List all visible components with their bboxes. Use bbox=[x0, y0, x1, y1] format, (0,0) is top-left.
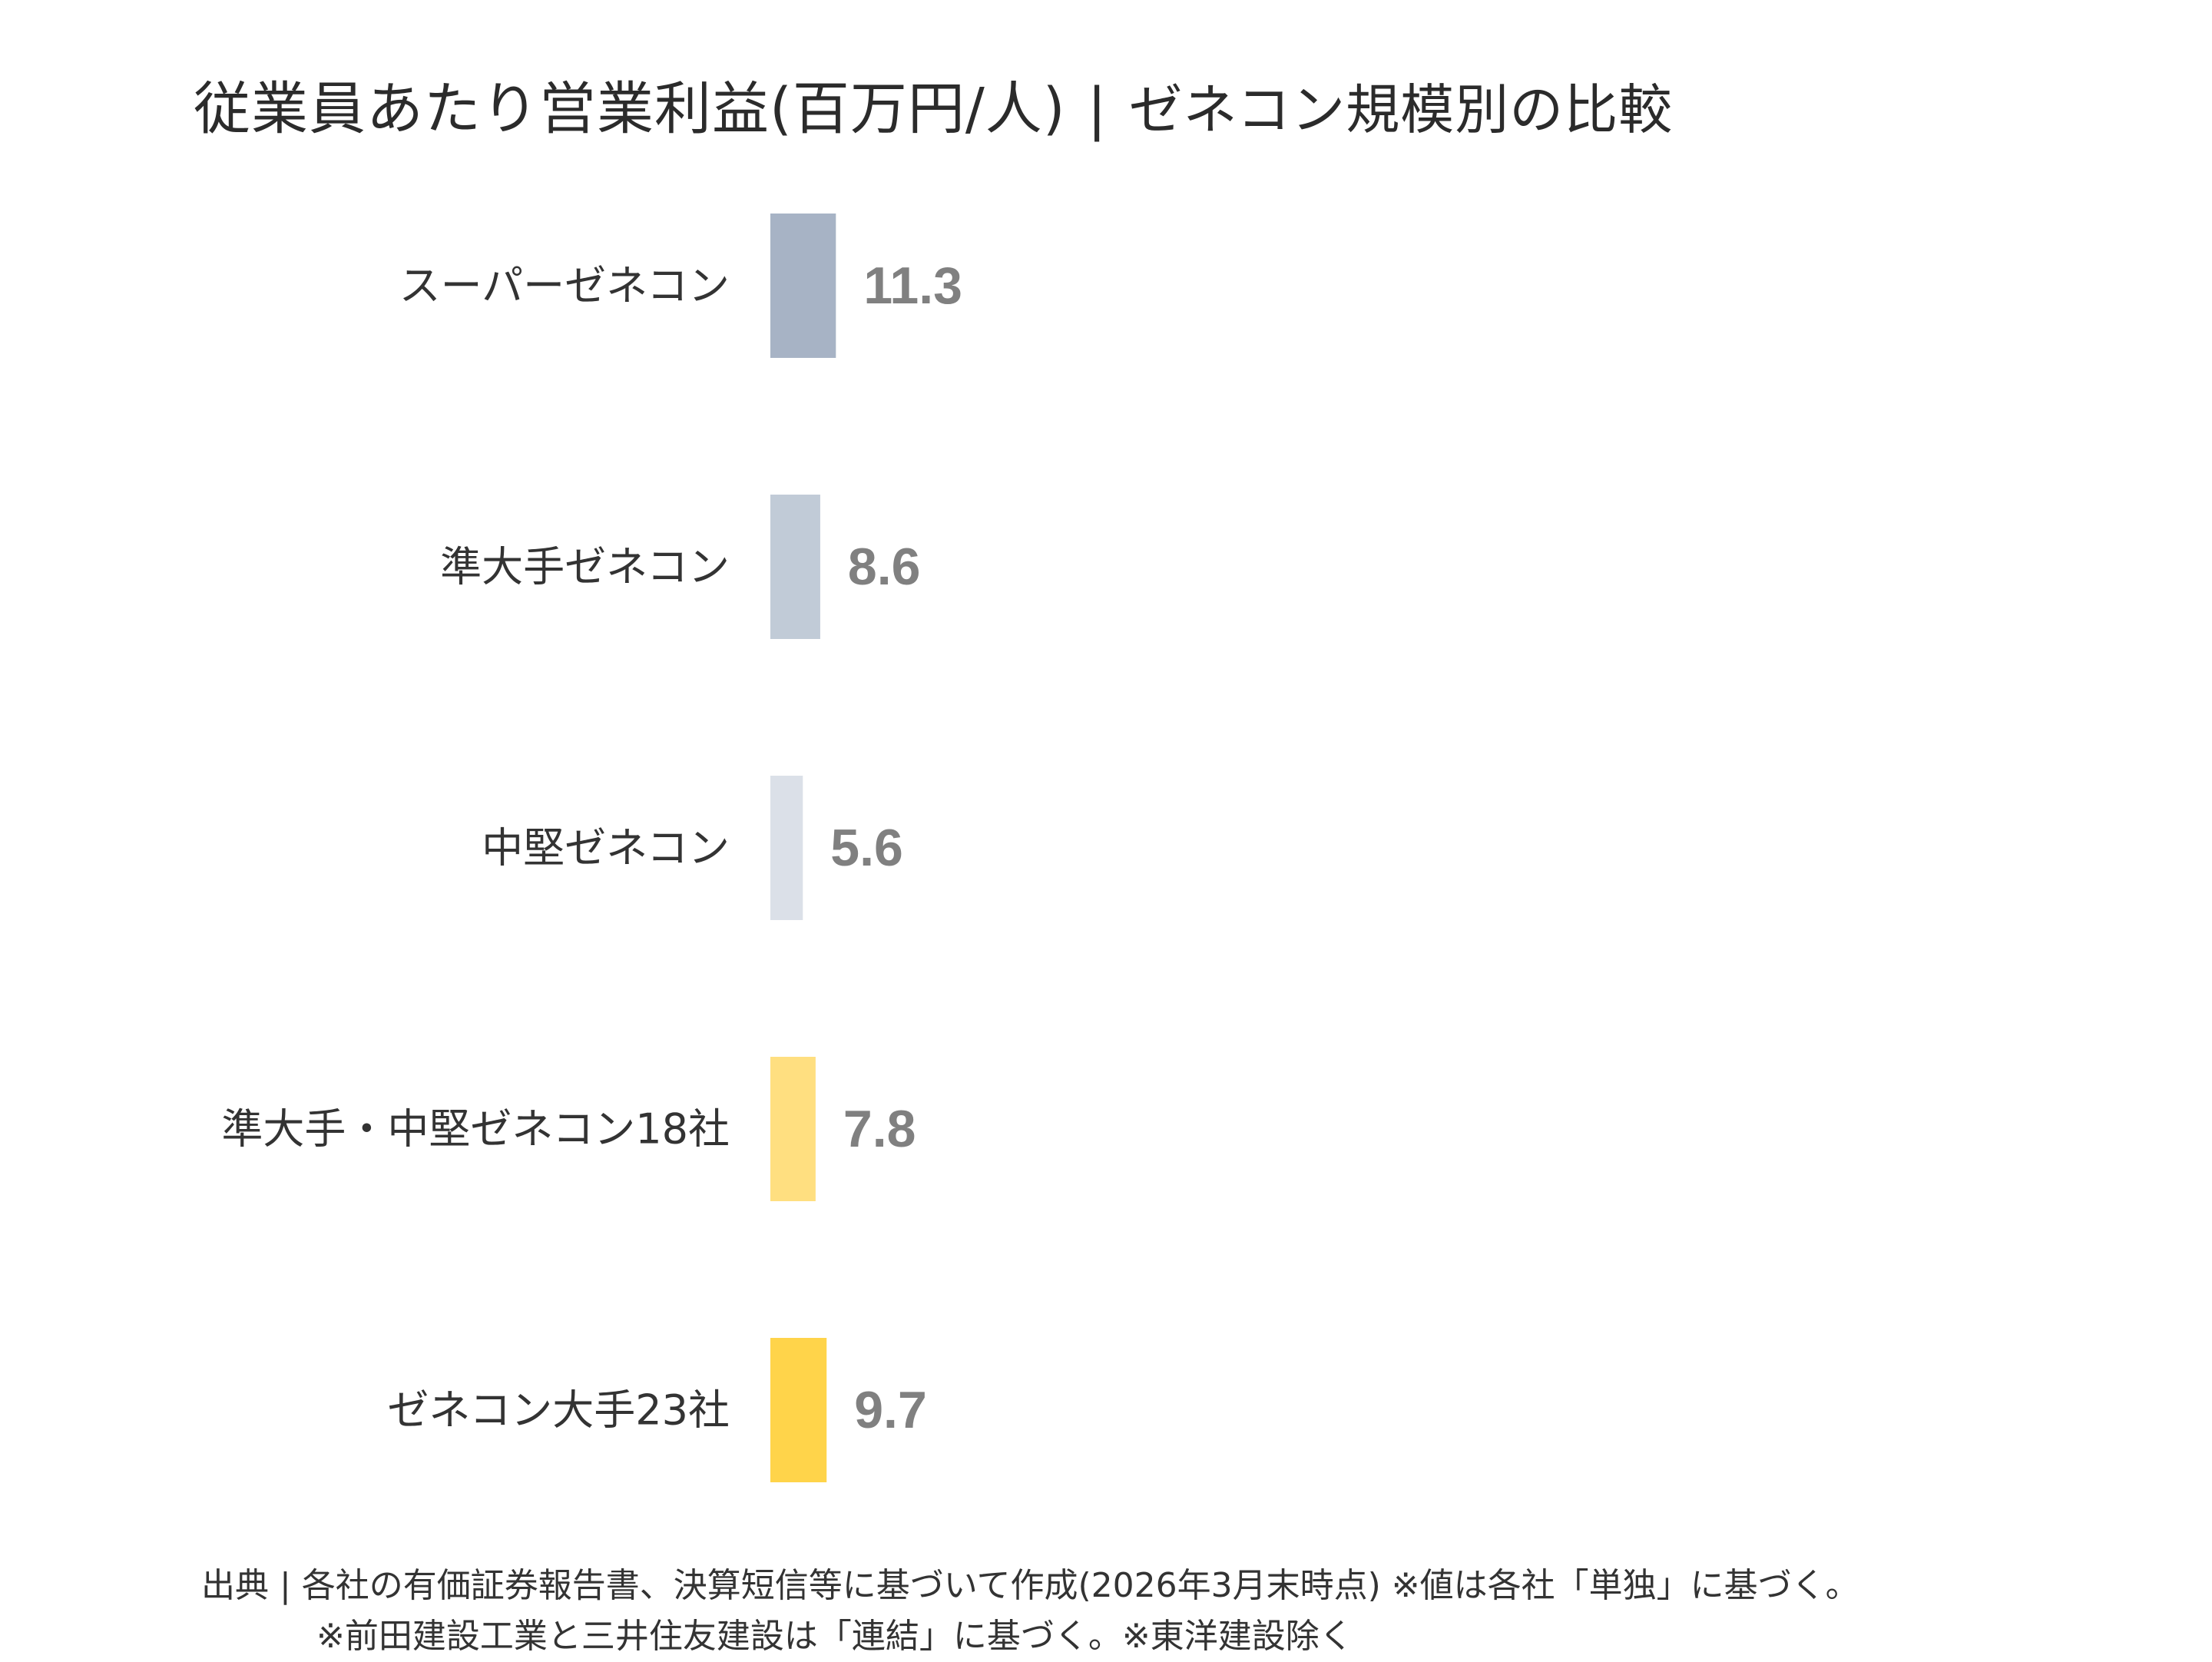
bar bbox=[770, 214, 836, 358]
title-separator: | bbox=[1087, 76, 1108, 142]
value-label: 11.3 bbox=[863, 257, 962, 315]
source-line-1: 出典 | 各社の有価証券報告書、決算短信等に基づいて作成(2026年3月末時点)… bbox=[201, 1566, 1859, 1605]
category-label: 準大手ゼネコン bbox=[440, 543, 730, 591]
category-label: ゼネコン大手23社 bbox=[387, 1386, 730, 1435]
source-line-2: ※前田建設工業と三井住友建設は「連結」に基づく。※東洋建設除く bbox=[316, 1617, 1353, 1656]
bar bbox=[770, 1057, 816, 1201]
category-label: 準大手・中堅ゼネコン18社 bbox=[221, 1105, 730, 1154]
value-label: 8.6 bbox=[848, 538, 921, 596]
value-label: 5.6 bbox=[830, 819, 903, 877]
source-note: 出典 | 各社の有価証券報告書、決算短信等に基づいて作成(2026年3月末時点)… bbox=[201, 1561, 1859, 1662]
category-label: スーパーゼネコン bbox=[399, 262, 730, 310]
chart-subtitle: ゼネコン規模別の比較 bbox=[1128, 78, 1674, 141]
bar bbox=[770, 1338, 827, 1482]
value-label: 7.8 bbox=[843, 1100, 916, 1158]
bar bbox=[770, 495, 820, 639]
chart-title: 従業員あたり営業利益(百万円/人) | ゼネコン規模別の比較 bbox=[194, 71, 1673, 148]
chart-title-main: 従業員あたり営業利益(百万円/人) bbox=[194, 76, 1066, 142]
category-label: 中堅ゼネコン bbox=[482, 824, 730, 872]
bar bbox=[770, 776, 803, 920]
value-label: 9.7 bbox=[854, 1381, 927, 1439]
